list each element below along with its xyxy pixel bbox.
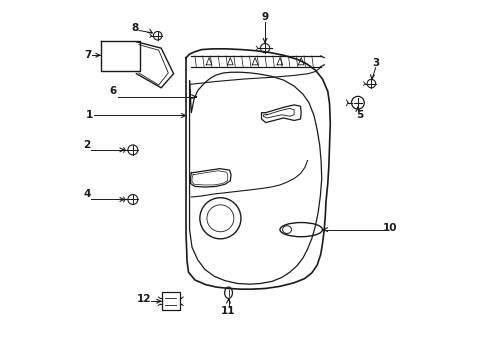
Text: 12: 12 xyxy=(137,294,151,304)
Text: 5: 5 xyxy=(355,111,363,121)
Bar xyxy=(162,292,179,310)
Text: 2: 2 xyxy=(83,140,90,149)
Text: 6: 6 xyxy=(109,86,116,96)
Text: 11: 11 xyxy=(221,306,235,316)
Text: 4: 4 xyxy=(83,189,90,199)
Text: 1: 1 xyxy=(85,111,93,121)
Text: 8: 8 xyxy=(131,23,138,33)
Text: 9: 9 xyxy=(261,12,268,22)
Text: 10: 10 xyxy=(382,223,396,233)
Text: 3: 3 xyxy=(371,58,379,68)
Text: 7: 7 xyxy=(84,50,91,60)
